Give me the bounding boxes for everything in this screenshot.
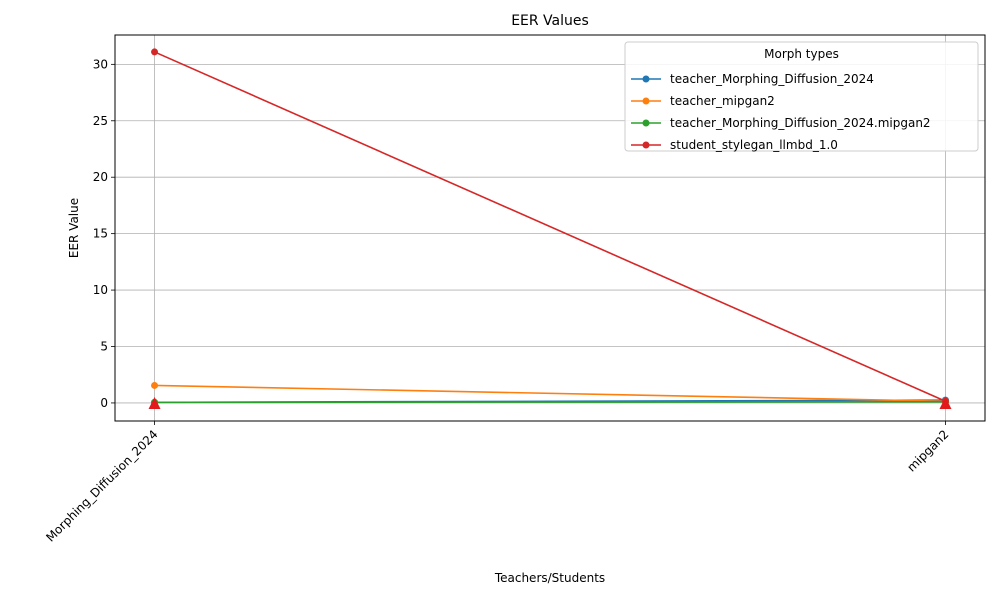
y-tick-label: 30 bbox=[93, 57, 108, 71]
legend-label: teacher_Morphing_Diffusion_2024 bbox=[670, 72, 874, 86]
legend-items: teacher_Morphing_Diffusion_2024 teacher_m… bbox=[631, 72, 931, 152]
y-tick-label: 15 bbox=[93, 227, 108, 241]
y-tick-label: 20 bbox=[93, 170, 108, 184]
y-tick-label: 25 bbox=[93, 114, 108, 128]
legend-title: Morph types bbox=[764, 47, 839, 61]
series-line bbox=[154, 401, 946, 404]
legend-label: student_stylegan_llmbd_1.0 bbox=[670, 138, 838, 152]
y-tick-label: 0 bbox=[100, 396, 108, 410]
data-point bbox=[151, 381, 159, 389]
legend-label: teacher_mipgan2 bbox=[670, 94, 775, 108]
legend-box bbox=[624, 41, 979, 152]
legend-label: teacher_Morphing_Diffusion_2024.mipgan2 bbox=[670, 116, 931, 130]
series-line bbox=[154, 384, 946, 403]
legend: Morph types teacher_Morphing_Diffusion_2… bbox=[624, 41, 979, 152]
grid-lines bbox=[115, 35, 985, 421]
legend-swatch-marker bbox=[642, 141, 650, 149]
triangle-marker bbox=[148, 396, 161, 409]
legend-swatch-marker bbox=[642, 119, 650, 127]
legend-swatch-marker bbox=[642, 97, 650, 105]
plot-frame bbox=[114, 34, 986, 422]
chart-title: EER Values bbox=[511, 13, 589, 29]
y-tick-label: 5 bbox=[100, 340, 108, 354]
y-tick-label: 10 bbox=[93, 283, 108, 297]
legend-swatch-marker bbox=[642, 75, 650, 83]
series-line bbox=[154, 51, 946, 402]
annotation-markers bbox=[148, 396, 952, 409]
triangle-marker bbox=[939, 396, 952, 409]
data-point bbox=[151, 48, 159, 56]
y-axis-label: EER Value bbox=[67, 198, 81, 258]
x-axis-label: Teachers/Students bbox=[494, 571, 605, 585]
x-tick-label: mipgan2 bbox=[904, 427, 951, 474]
x-tick-label: Morphing_Diffusion_2024 bbox=[43, 427, 160, 544]
